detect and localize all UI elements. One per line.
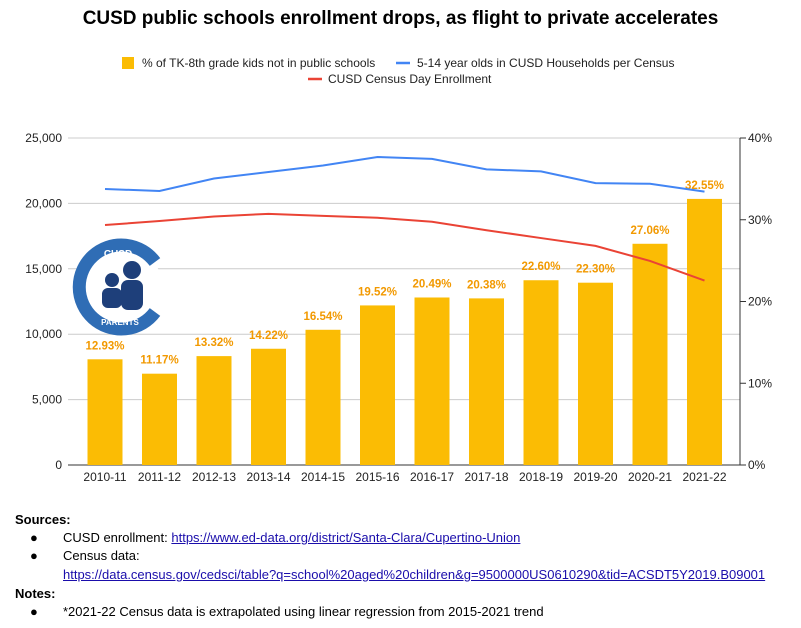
- x-tick-label: 2018-19: [519, 470, 563, 484]
- left-tick-label: 20,000: [25, 196, 62, 210]
- x-tick-label: 2014-15: [301, 470, 345, 484]
- x-tick-label: 2021-22: [682, 470, 726, 484]
- data-label: 27.06%: [630, 225, 669, 237]
- x-tick-label: 2019-20: [573, 470, 617, 484]
- bar: [578, 282, 613, 465]
- right-tick-label: 10%: [748, 376, 772, 390]
- data-label: 19.52%: [358, 286, 397, 298]
- bar: [632, 243, 668, 465]
- svg-text:PARENTS: PARENTS: [101, 318, 139, 327]
- series-line: [104, 212, 705, 282]
- x-tick-label: 2012-13: [192, 470, 236, 484]
- bar: [523, 280, 559, 465]
- x-tick-label: 2013-14: [246, 470, 290, 484]
- data-label: 12.93%: [85, 340, 124, 352]
- note-item: ● *2021-22 Census data is extrapolated us…: [30, 604, 544, 619]
- bar: [305, 329, 341, 465]
- bar: [142, 373, 177, 465]
- data-label: 32.55%: [685, 180, 724, 192]
- svg-text:CUSD: CUSD: [104, 249, 132, 260]
- chart: 0 5,000 10,000 15,000 20,000 25,000 0% 10% 20% 30…: [25, 56, 772, 484]
- x-tick-label: 2015-16: [355, 470, 399, 484]
- source-item: ● CUSD enrollment: https://www.ed-data.or…: [30, 530, 521, 545]
- left-tick-label: 15,000: [25, 262, 62, 276]
- right-tick-label: 20%: [748, 295, 772, 309]
- right-tick-label: 0%: [748, 458, 766, 472]
- bar: [251, 348, 286, 465]
- left-tick-label: 5,000: [32, 393, 62, 407]
- left-tick-label: 0: [55, 458, 62, 472]
- note-text: *2021-22 Census data is extrapolated usi…: [63, 604, 544, 619]
- data-label: 20.49%: [412, 278, 451, 290]
- data-label: 22.60%: [521, 261, 560, 273]
- cusd-parents-logo: CUSD PARENTS: [72, 238, 162, 336]
- source-item: ● Census data:: [30, 548, 140, 563]
- legend-label: 5-14 year olds in CUSD Households per Ce…: [417, 56, 674, 70]
- bar: [87, 359, 123, 465]
- notes-heading: Notes:: [15, 586, 56, 601]
- bar: [687, 198, 722, 465]
- data-label: 11.17%: [140, 355, 178, 367]
- left-tick-label: 10,000: [25, 327, 62, 341]
- x-tick-label: 2016-17: [410, 470, 454, 484]
- sources-heading: Sources:: [15, 512, 71, 527]
- data-label: 20.38%: [467, 279, 506, 291]
- source-label: Census data:: [63, 548, 140, 563]
- source-link-row: https://data.census.gov/cedsci/table?q=s…: [30, 567, 800, 583]
- x-tick-label: 2020-21: [628, 470, 672, 484]
- source-link[interactable]: https://www.ed-data.org/district/Santa-C…: [171, 530, 521, 545]
- legend-label: CUSD Census Day Enrollment: [328, 72, 492, 86]
- data-label: 13.32%: [194, 337, 233, 349]
- bar: [414, 297, 450, 465]
- data-label: 16.54%: [303, 311, 342, 323]
- chart-title: CUSD public schools enrollment drops, as…: [82, 8, 719, 29]
- x-tick-label: 2010-11: [83, 470, 126, 484]
- data-label: 22.30%: [576, 264, 615, 276]
- right-tick-label: 30%: [748, 213, 772, 227]
- legend-label: % of TK-8th grade kids not in public sch…: [142, 56, 375, 70]
- x-tick-label: 2017-18: [464, 470, 508, 484]
- bar: [469, 298, 504, 465]
- left-tick-label: 25,000: [25, 131, 62, 145]
- source-link[interactable]: https://data.census.gov/cedsci/table?q=s…: [63, 567, 766, 582]
- bar: [196, 356, 232, 465]
- data-label: 14.22%: [249, 330, 288, 342]
- source-label: CUSD enrollment:: [63, 530, 172, 545]
- series-line: [104, 155, 705, 193]
- x-tick-label: 2011-12: [138, 470, 181, 484]
- bar: [360, 305, 395, 465]
- right-tick-label: 40%: [748, 131, 772, 145]
- legend-swatch: [122, 57, 134, 69]
